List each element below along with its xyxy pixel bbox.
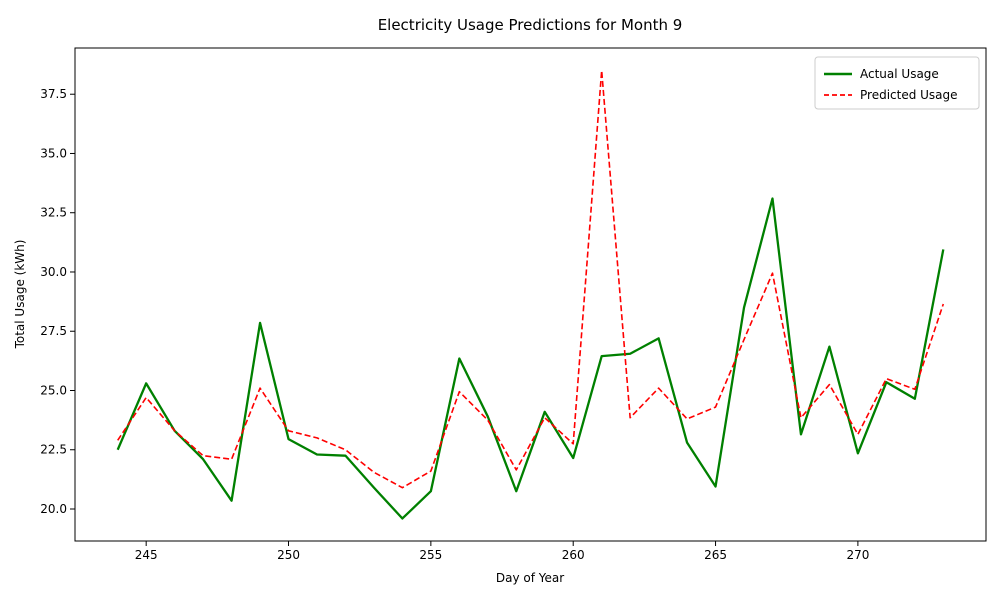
x-tick-label: 270 <box>846 548 869 562</box>
y-tick-label: 27.5 <box>40 324 67 338</box>
x-tick-label: 265 <box>704 548 727 562</box>
x-tick-label: 255 <box>419 548 442 562</box>
y-tick-label: 25.0 <box>40 383 67 397</box>
x-tick-label: 250 <box>277 548 300 562</box>
legend: Actual Usage Predicted Usage <box>814 56 980 110</box>
x-axis-ticks: 245 250 255 260 265 270 <box>135 541 869 562</box>
legend-predicted-label: Predicted Usage <box>860 88 958 102</box>
legend-box <box>814 56 980 110</box>
x-tick-label: 260 <box>562 548 585 562</box>
series-layer <box>116 69 945 520</box>
y-tick-label: 22.5 <box>40 443 67 457</box>
plot-frame <box>74 47 987 542</box>
chart-title: Electricity Usage Predictions for Month … <box>378 16 683 34</box>
y-tick-label: 37.5 <box>40 87 67 101</box>
predicted-usage-line <box>117 69 945 489</box>
y-tick-label: 32.5 <box>40 206 67 220</box>
y-tick-label: 30.0 <box>40 265 67 279</box>
y-axis-label: Total Usage (kWh) <box>13 240 27 350</box>
actual-usage-line <box>116 197 945 520</box>
y-tick-label: 20.0 <box>40 502 67 516</box>
x-tick-label: 245 <box>135 548 158 562</box>
legend-actual-label: Actual Usage <box>860 67 939 81</box>
x-axis-label: Day of Year <box>496 571 564 585</box>
y-tick-label: 35.0 <box>40 146 67 160</box>
y-axis-ticks: 20.0 22.5 25.0 27.5 30.0 32.5 35.0 37.5 <box>40 87 75 516</box>
